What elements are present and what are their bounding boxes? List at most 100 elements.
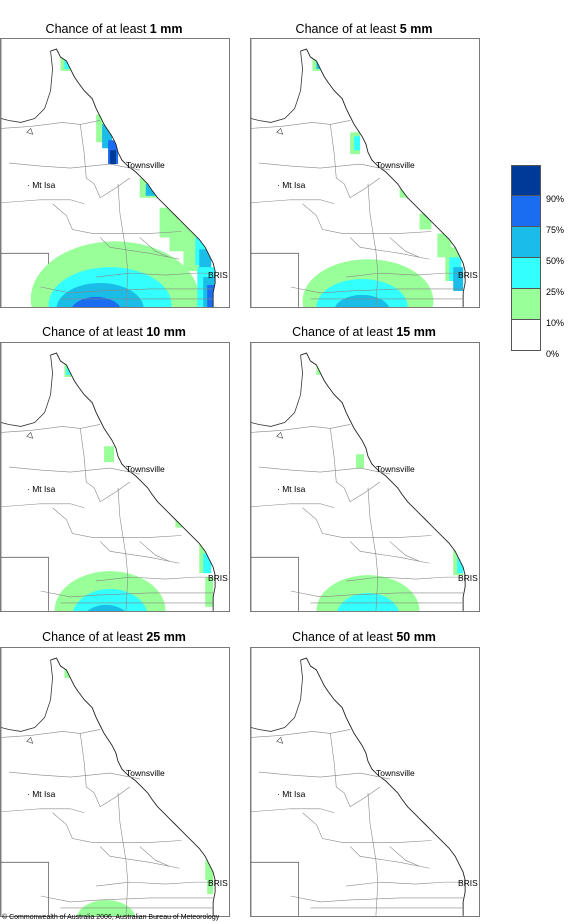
- rainfall-area: [72, 296, 121, 307]
- legend-swatch-75: [511, 196, 541, 227]
- district-boundary: [290, 895, 464, 903]
- district-boundary: [349, 177, 381, 199]
- legend-label-25: 25%: [546, 287, 565, 297]
- rainfall-area: [56, 283, 144, 307]
- panel-title-10mm: Chance of at least 10 mm: [42, 325, 186, 339]
- city-label-townsville: Townsville: [126, 768, 165, 778]
- district-boundary: [8, 162, 140, 171]
- map-svg: [251, 39, 479, 307]
- district-boundary: [330, 124, 351, 198]
- legend-label-50: 50%: [546, 256, 565, 266]
- panel-title-50mm: Chance of at least 50 mm: [292, 630, 436, 644]
- district-boundary: [80, 124, 101, 198]
- district-boundary: [96, 272, 214, 278]
- city-label-townsville: Townsville: [376, 768, 415, 778]
- panel-title-5mm: Chance of at least 5 mm: [295, 22, 433, 36]
- city-label-mt-isa: · Mt Isa: [277, 789, 306, 799]
- rainfall-area: [207, 285, 218, 307]
- island: [276, 127, 284, 135]
- gulf-coastline: [251, 355, 303, 427]
- island: [276, 736, 284, 744]
- rainfall-area: [73, 589, 147, 611]
- district-boundary: [330, 733, 351, 807]
- rainfall-area: [110, 150, 116, 165]
- gulf-coastline: [251, 660, 303, 732]
- legend-swatch-0: [511, 320, 541, 351]
- legend-label-75: 75%: [546, 225, 565, 235]
- city-label-mt-isa: · Mt Isa: [27, 484, 56, 494]
- district-boundary: [389, 846, 420, 867]
- district-boundary: [346, 272, 464, 278]
- district-boundary: [99, 846, 180, 869]
- city-label-brisbane: BRIS: [458, 573, 478, 583]
- sea-mask: [300, 343, 479, 611]
- district-boundary: [258, 162, 390, 171]
- rainfall-area: [419, 213, 432, 230]
- district-boundary: [1, 120, 101, 129]
- gulf-coastline: [1, 51, 53, 123]
- panel-title-25mm: Chance of at least 25 mm: [42, 630, 186, 644]
- district-boundary: [346, 576, 464, 582]
- city-label-mt-isa: · Mt Isa: [27, 789, 56, 799]
- rainfall-layer: [302, 51, 464, 307]
- copyright-footer: © Commonwealth of Australia 2006, Austra…: [2, 914, 220, 921]
- map-svg: [1, 648, 229, 916]
- city-label-townsville: Townsville: [376, 464, 415, 474]
- district-boundary: [52, 203, 182, 234]
- legend-swatch-90: [511, 165, 541, 196]
- island: [26, 127, 34, 135]
- legend-label-90: 90%: [546, 194, 565, 204]
- rainfall-area: [335, 294, 389, 307]
- district-boundary: [1, 808, 85, 814]
- district-boundary: [99, 481, 131, 503]
- district-boundary: [8, 466, 140, 475]
- district-boundary: [80, 428, 101, 502]
- district-boundary: [40, 895, 214, 903]
- rainfall-area: [354, 136, 361, 151]
- coastline: [50, 48, 216, 307]
- rainfall-area: [203, 553, 212, 574]
- state-border: [1, 556, 49, 611]
- legend-label-10: 10%: [546, 318, 565, 328]
- state-border: [251, 861, 299, 916]
- rainfall-layer: [30, 51, 218, 307]
- district-boundary: [251, 808, 335, 814]
- sea-mask: [300, 648, 479, 916]
- coastline: [50, 657, 216, 916]
- district-boundary: [99, 786, 131, 808]
- rainfall-area: [199, 249, 212, 270]
- rainfall-area: [337, 592, 399, 611]
- city-label-brisbane: BRIS: [208, 270, 228, 280]
- district-boundary: [99, 177, 131, 199]
- color-legend: [511, 165, 541, 351]
- sea-mask: [50, 648, 229, 916]
- district-boundary: [139, 846, 170, 867]
- district-boundary: [80, 733, 101, 807]
- district-boundary: [40, 286, 214, 294]
- city-label-townsville: Townsville: [126, 464, 165, 474]
- coastline: [50, 352, 216, 611]
- panel-title-15mm: Chance of at least 15 mm: [292, 325, 436, 339]
- city-label-brisbane: BRIS: [458, 878, 478, 888]
- district-boundary: [302, 203, 432, 234]
- rainfall-layer: [54, 355, 214, 611]
- district-boundary: [258, 771, 390, 780]
- coastline: [300, 657, 466, 916]
- island: [276, 431, 284, 439]
- map-panel-10mm: [0, 342, 230, 612]
- district-boundary: [96, 576, 214, 582]
- city-label-mt-isa: · Mt Isa: [277, 180, 306, 190]
- legend-swatch-50: [511, 227, 541, 258]
- map-panel-5mm: [250, 38, 480, 308]
- state-border: [1, 861, 49, 916]
- legend-swatch-10: [511, 289, 541, 320]
- district-boundary: [251, 120, 351, 129]
- gulf-coastline: [1, 355, 53, 427]
- city-label-brisbane: BRIS: [208, 573, 228, 583]
- district-boundary: [1, 424, 101, 433]
- district-boundary: [389, 541, 420, 562]
- coastline: [300, 352, 466, 611]
- district-boundary: [302, 812, 432, 843]
- island: [26, 431, 34, 439]
- rainfall-area: [102, 124, 113, 149]
